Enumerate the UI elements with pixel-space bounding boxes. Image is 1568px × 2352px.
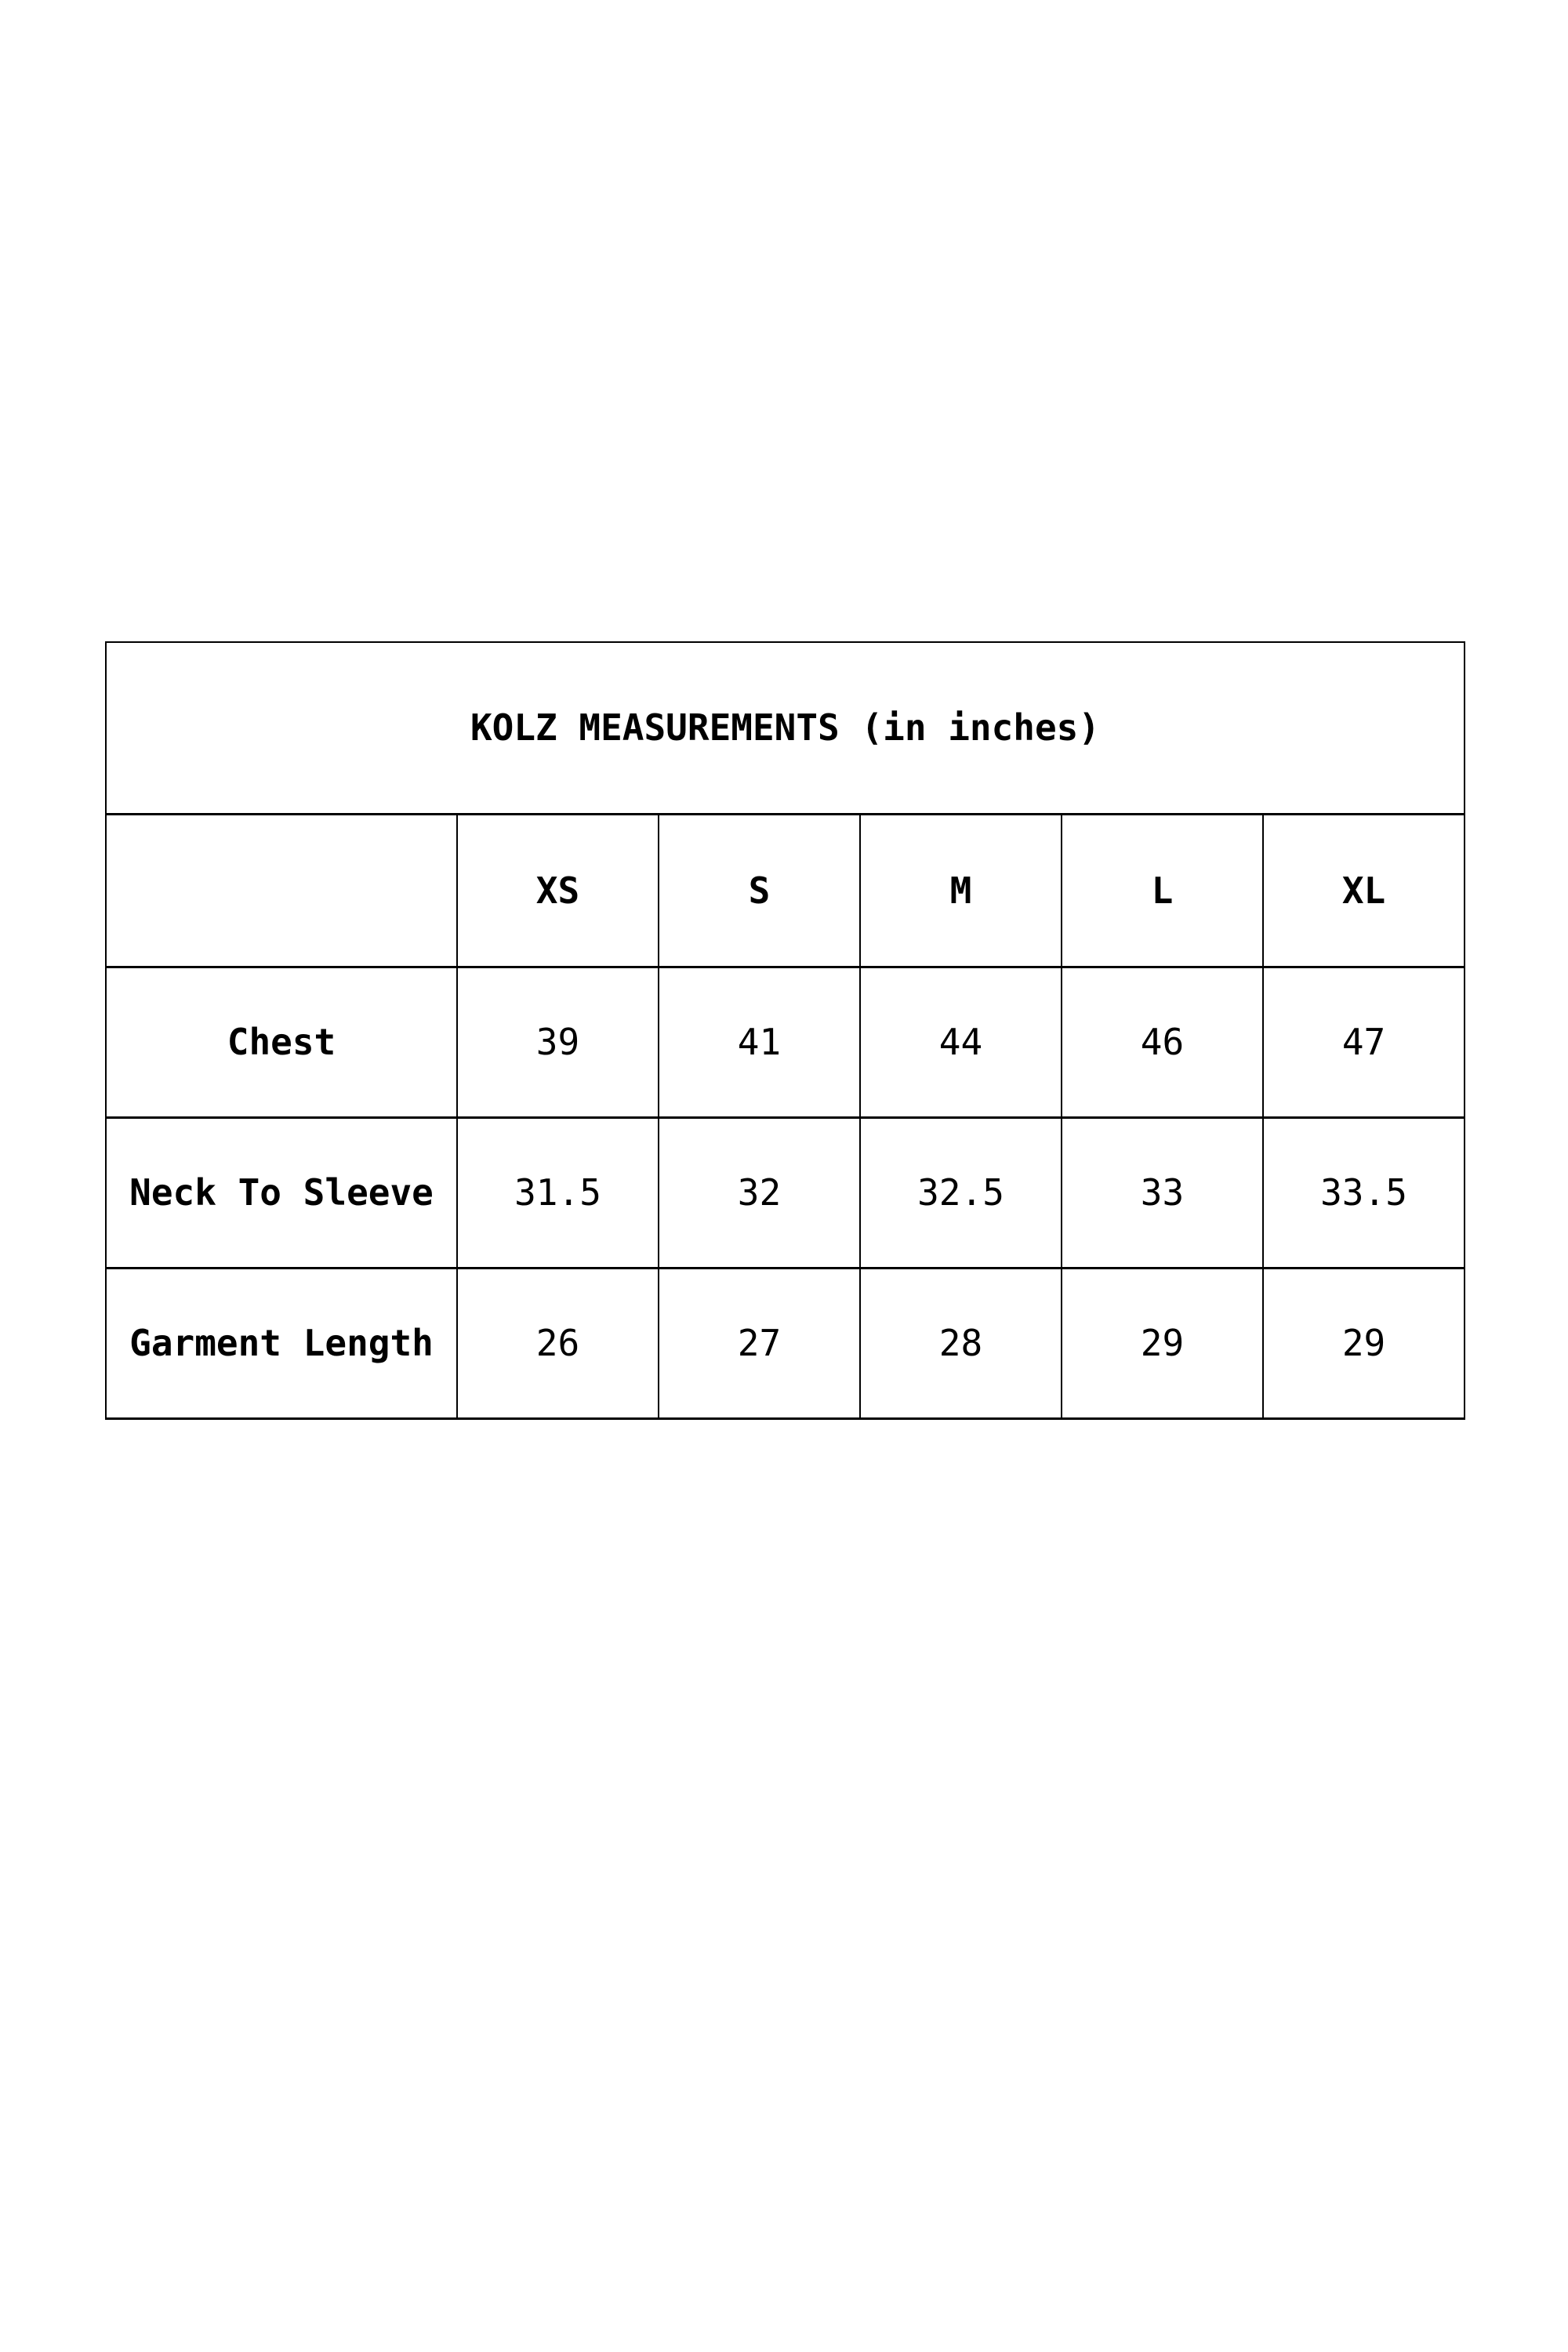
size-header-m: M — [859, 812, 1062, 968]
measurement-value: 28 — [859, 1266, 1062, 1420]
size-header-s: S — [658, 812, 861, 968]
size-header-row: XS S M L XL — [105, 812, 1466, 968]
measurement-value: 29 — [1261, 1266, 1466, 1420]
measurement-value: 31.5 — [456, 1116, 659, 1269]
measurement-value: 33.5 — [1261, 1116, 1466, 1269]
corner-empty-cell — [105, 812, 458, 968]
table-row-neck-to-sleeve: Neck To Sleeve 31.5 32 32.5 33 33.5 — [105, 1116, 1466, 1269]
measurement-value: 44 — [859, 965, 1062, 1119]
measurement-value: 32 — [658, 1116, 861, 1269]
row-label-garment-length: Garment Length — [105, 1266, 458, 1420]
size-chart-title: KOLZ MEASUREMENTS (in inches) — [104, 641, 1466, 815]
table-row-chest: Chest 39 41 44 46 47 — [105, 965, 1466, 1119]
measurement-value: 46 — [1061, 965, 1264, 1119]
size-header-xl: XL — [1261, 812, 1466, 968]
row-label-neck-to-sleeve: Neck To Sleeve — [105, 1116, 458, 1269]
measurement-value: 39 — [456, 965, 659, 1119]
size-header-l: L — [1061, 812, 1264, 968]
measurement-value: 32.5 — [859, 1116, 1062, 1269]
measurement-value: 33 — [1061, 1116, 1264, 1269]
measurement-value: 26 — [456, 1266, 659, 1420]
measurement-value: 47 — [1261, 965, 1466, 1119]
measurement-value: 27 — [658, 1266, 861, 1420]
measurement-value: 29 — [1061, 1266, 1264, 1420]
table-row-garment-length: Garment Length 26 27 28 29 29 — [105, 1266, 1466, 1420]
row-label-chest: Chest — [105, 965, 458, 1119]
size-chart-title-row: KOLZ MEASUREMENTS (in inches) — [104, 641, 1466, 815]
size-header-xs: XS — [456, 812, 659, 968]
measurement-value: 41 — [658, 965, 861, 1119]
size-chart-table: KOLZ MEASUREMENTS (in inches) XS S M L X… — [104, 641, 1466, 1420]
